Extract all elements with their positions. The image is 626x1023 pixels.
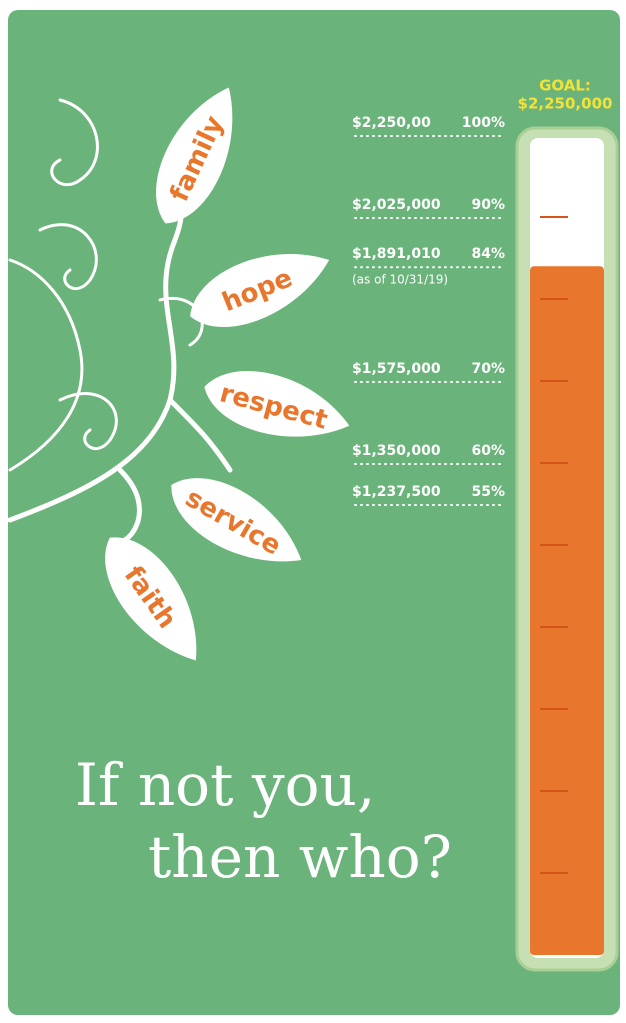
tagline: If not you, (75, 751, 375, 819)
milestone-percent: 84% (471, 246, 505, 262)
tagline: then who? (148, 823, 452, 891)
milestone-amount: $1,891,010 (352, 246, 441, 262)
as-of-note: (as of 10/31/19) (352, 273, 448, 287)
milestone-percent: 55% (471, 484, 505, 500)
milestone-amount: $1,575,000 (352, 361, 441, 377)
milestone-percent: 90% (471, 197, 505, 213)
poster: GOAL: $2,250,000 If not you, then who? $… (0, 0, 626, 1019)
goal-amount: $2,250,000 (518, 95, 613, 113)
milestone-percent: 100% (462, 115, 505, 131)
goal-title: GOAL: (539, 77, 591, 95)
milestone-percent: 70% (471, 361, 505, 377)
milestone-amount: $2,250,00 (352, 115, 431, 131)
milestone-percent: 60% (471, 443, 505, 459)
milestone-amount: $2,025,000 (352, 197, 441, 213)
page: GOAL: $2,250,000 If not you, then who? $… (0, 0, 626, 1019)
mercury (530, 266, 604, 955)
milestone-amount: $1,350,000 (352, 443, 441, 459)
milestone-amount: $1,237,500 (352, 484, 441, 500)
